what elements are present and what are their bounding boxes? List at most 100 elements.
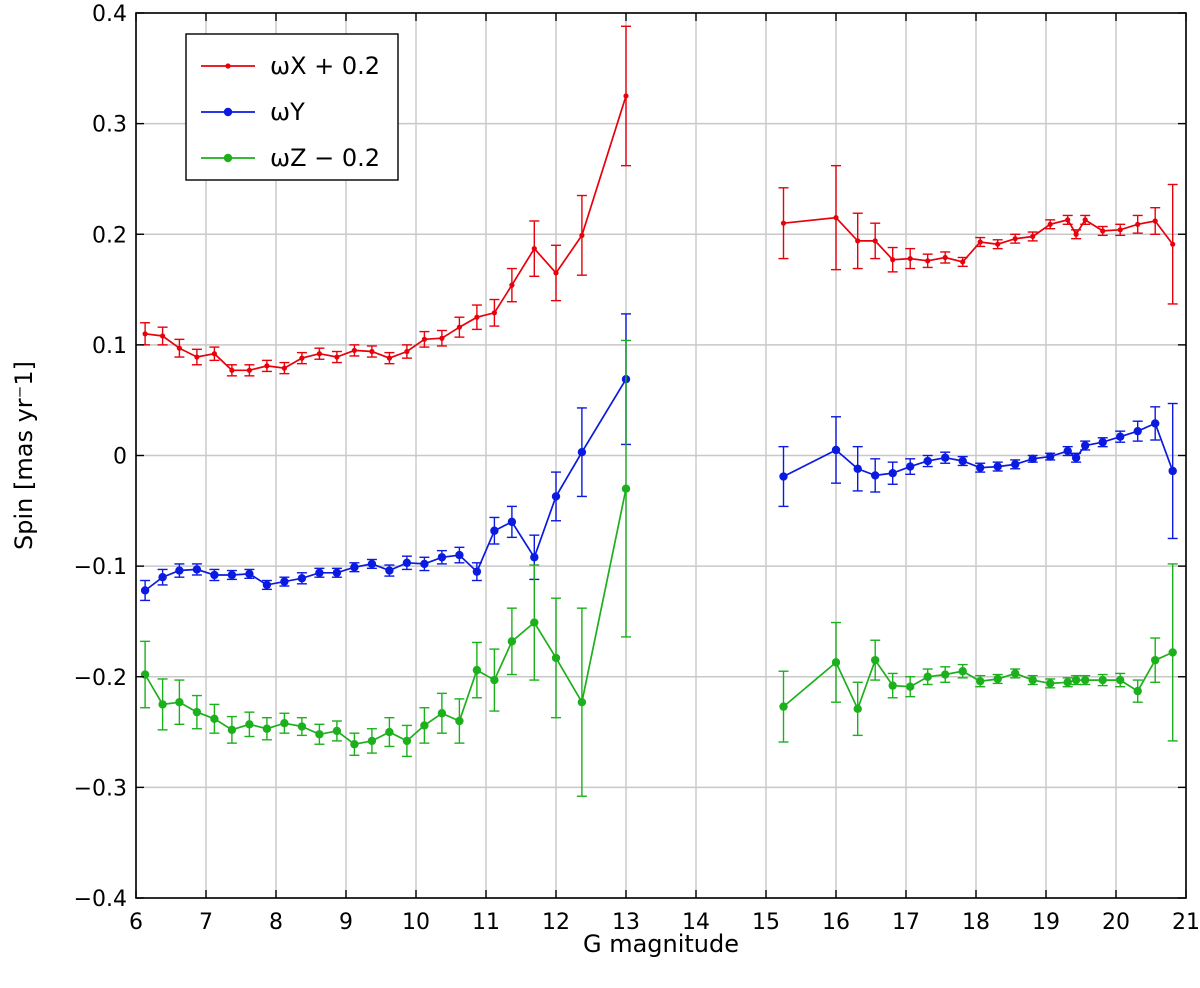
data-point <box>1028 454 1037 464</box>
data-point <box>780 220 787 226</box>
data-point <box>160 333 166 339</box>
legend-label: ωX + 0.2 <box>270 52 380 80</box>
data-point <box>872 238 878 244</box>
data-point <box>245 720 254 729</box>
data-point <box>923 456 932 466</box>
data-point <box>1081 675 1090 685</box>
y-tick-label: −0.4 <box>74 887 127 912</box>
data-point <box>140 586 150 595</box>
legend-label: ωZ − 0.2 <box>270 144 380 172</box>
y-tick-label: 0.1 <box>92 334 127 359</box>
data-point <box>420 721 429 730</box>
data-point <box>623 93 629 99</box>
data-point <box>245 569 254 579</box>
data-point <box>906 462 915 471</box>
data-point <box>1152 218 1158 224</box>
x-tick-label: 17 <box>892 910 920 935</box>
x-tick-label: 18 <box>962 910 990 935</box>
x-tick-label: 21 <box>1172 910 1200 935</box>
data-point <box>474 314 480 320</box>
data-point <box>831 658 841 667</box>
data-point <box>158 700 167 709</box>
y-tick-label: 0 <box>113 445 127 470</box>
data-point <box>530 553 539 562</box>
data-point <box>439 335 445 341</box>
data-point <box>437 553 447 562</box>
x-tick-label: 16 <box>822 910 850 935</box>
data-point <box>229 367 235 373</box>
data-point <box>246 367 252 373</box>
data-point <box>1135 221 1141 227</box>
data-point <box>958 456 967 466</box>
x-tick-label: 13 <box>612 910 640 935</box>
series-line <box>144 488 627 746</box>
data-point <box>385 727 394 737</box>
y-tick-label: 0.2 <box>92 223 127 248</box>
data-point <box>976 463 985 472</box>
x-tick-label: 10 <box>402 910 430 935</box>
data-point <box>1011 669 1020 678</box>
data-point <box>890 257 896 263</box>
data-point <box>192 707 202 717</box>
data-point <box>1098 438 1107 447</box>
data-point <box>1133 426 1142 436</box>
data-point <box>553 270 559 276</box>
data-point <box>437 709 447 718</box>
data-point <box>280 577 289 586</box>
data-point <box>907 255 913 262</box>
data-point <box>531 246 537 252</box>
data-point <box>490 675 499 685</box>
data-point <box>577 697 587 707</box>
data-point <box>1117 227 1123 233</box>
data-point <box>210 714 219 723</box>
data-point <box>350 740 359 749</box>
data-point <box>1168 648 1177 657</box>
data-point <box>351 347 357 354</box>
data-point <box>140 670 150 679</box>
x-tick-label: 12 <box>542 910 570 935</box>
data-point <box>995 241 1001 247</box>
data-point <box>455 550 464 560</box>
data-point <box>402 736 412 746</box>
data-point <box>332 568 342 577</box>
legend-marker <box>223 153 233 163</box>
axis-ticks: 6 7 8 9 10 11 12 13 14 15 16 17 18 19 20 21 −0.4 −0.3 −0.2… <box>74 2 1200 935</box>
data-point <box>853 704 862 714</box>
data-point <box>779 702 788 711</box>
series-line <box>782 651 1174 712</box>
data-point <box>227 570 237 580</box>
data-point <box>386 355 392 361</box>
legend-box <box>185 33 399 181</box>
data-point <box>577 447 587 457</box>
data-point <box>297 722 307 731</box>
data-point <box>925 258 931 264</box>
data-point <box>853 464 862 473</box>
data-point <box>490 526 499 535</box>
data-point <box>385 566 394 575</box>
data-point <box>142 331 148 337</box>
data-point <box>871 655 880 665</box>
data-point <box>1012 236 1018 242</box>
data-point <box>1028 675 1037 685</box>
data-point <box>1063 678 1072 687</box>
data-point <box>871 471 880 480</box>
data-point <box>942 254 948 261</box>
series-layer <box>140 25 1178 797</box>
data-point <box>315 730 324 739</box>
series-2 <box>140 313 1178 602</box>
data-point <box>779 472 788 481</box>
data-point <box>194 354 200 360</box>
x-tick-label: 9 <box>339 910 353 935</box>
data-point <box>1046 452 1055 461</box>
series-3 <box>140 339 1178 797</box>
x-tick-label: 8 <box>269 910 283 935</box>
data-point <box>264 363 270 369</box>
y-axis-label: Spin [mas yr⁻1] <box>10 361 38 550</box>
data-point <box>509 282 515 288</box>
series-line <box>783 216 1174 263</box>
data-point <box>456 324 462 330</box>
data-point <box>421 336 427 342</box>
data-point <box>1100 228 1106 234</box>
data-point <box>579 232 585 238</box>
